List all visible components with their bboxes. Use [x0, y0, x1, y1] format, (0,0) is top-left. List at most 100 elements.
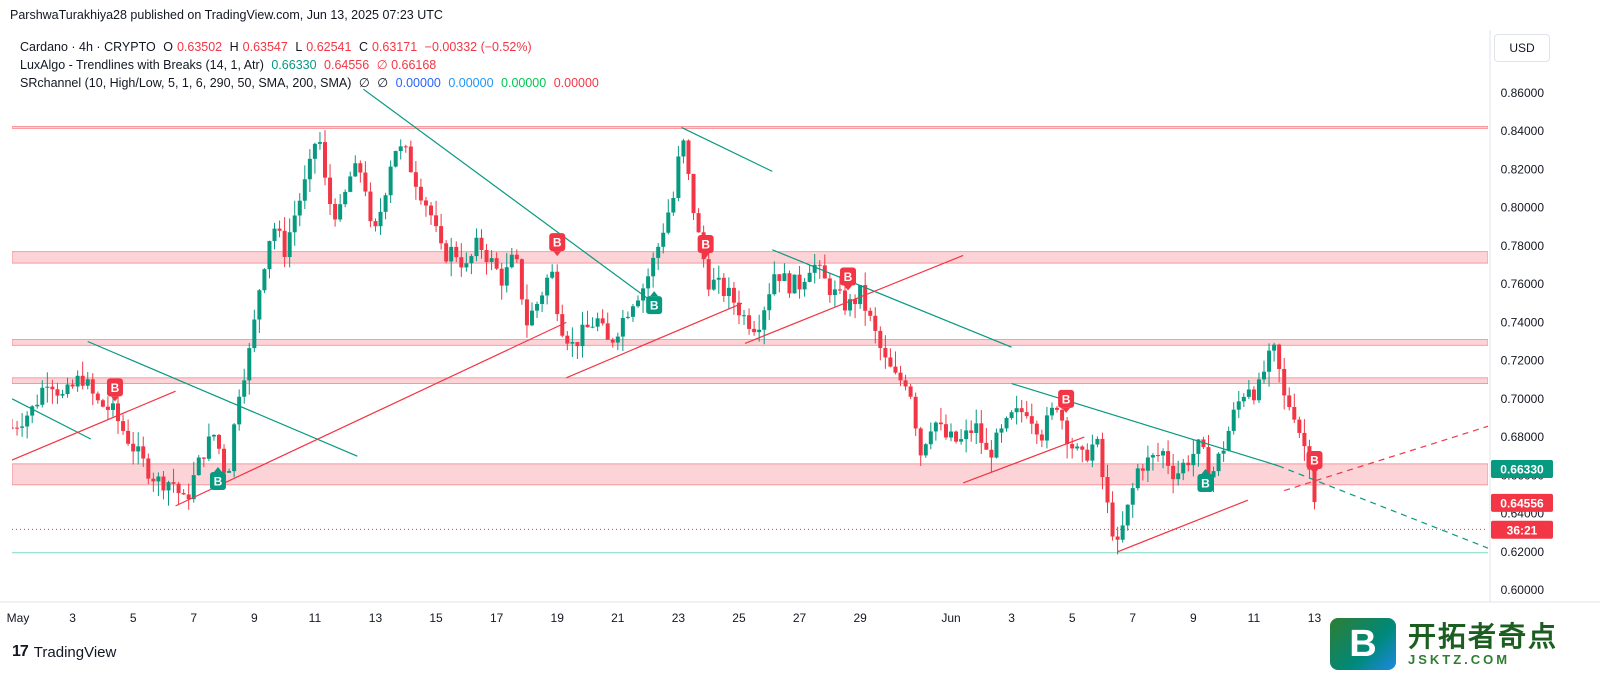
- candle-body: [40, 387, 45, 405]
- x-axis-tick-label: 3: [1008, 611, 1015, 625]
- candle-body: [186, 494, 191, 500]
- close-value: 0.63171: [371, 40, 418, 54]
- candle-body: [393, 151, 398, 167]
- candle-body: [434, 215, 439, 227]
- chart-legend: Cardano · 4h · CRYPTO O 0.63502 H 0.63547 …: [20, 38, 603, 92]
- candle-body: [913, 396, 918, 429]
- candle-body: [767, 294, 772, 311]
- candle-body: [1060, 409, 1065, 421]
- candle-body: [595, 318, 600, 327]
- published-by-caption: ParshwaTurakhiya28 published on TradingV…: [10, 8, 443, 22]
- candle-body: [1095, 438, 1100, 445]
- signal-marker-badge: [549, 233, 566, 252]
- candle-body: [45, 386, 50, 388]
- symbol-name[interactable]: Cardano · 4h · CRYPTO: [20, 40, 156, 54]
- candle-body: [146, 458, 151, 479]
- candle-body: [1171, 465, 1176, 480]
- candle-body: [287, 232, 292, 258]
- low-value: 0.62541: [306, 40, 352, 54]
- signal-marker-pointer: [1201, 468, 1210, 474]
- candle-body: [232, 424, 237, 472]
- candle-body: [166, 482, 171, 491]
- trendline: [772, 249, 1012, 348]
- candle-body: [1302, 432, 1307, 447]
- candle-body: [181, 493, 186, 495]
- candle-body: [418, 186, 423, 201]
- candle-body: [55, 389, 60, 396]
- srchannel-legend-row[interactable]: SRchannel (10, High/Low, 5, 1, 6, 290, 5…: [20, 74, 603, 92]
- candle-body: [863, 285, 868, 311]
- luxalgo-indicator-name[interactable]: LuxAlgo - Trendlines with Breaks (14, 1,…: [20, 58, 264, 72]
- bearish-break-marker: B: [549, 233, 566, 257]
- candle-body: [873, 315, 878, 331]
- candle-body: [943, 424, 948, 438]
- candle-body: [292, 215, 297, 233]
- srchannel-empty-1: ∅: [358, 76, 370, 90]
- tradingview-brand[interactable]: 17 TradingView: [12, 643, 116, 661]
- candle-body: [999, 428, 1004, 433]
- watermark-domain: JSKTZ.COM: [1408, 651, 1511, 667]
- candle-body: [191, 475, 196, 500]
- currency-selector[interactable]: USD: [1494, 34, 1550, 62]
- x-axis-tick-label: 5: [1069, 611, 1076, 625]
- candle-body: [696, 213, 701, 233]
- watermark-title: 开拓者奇点: [1408, 620, 1559, 652]
- y-axis-tick-label: 0.76000: [1501, 277, 1545, 291]
- signal-marker-badge: [697, 235, 714, 254]
- x-axis-tick-label: 19: [551, 611, 565, 625]
- symbol-legend-row[interactable]: Cardano · 4h · CRYPTO O 0.63502 H 0.63547 …: [20, 38, 603, 56]
- close-label: C: [358, 40, 368, 54]
- candle-body: [267, 241, 272, 270]
- signal-marker-badge: [1306, 451, 1323, 470]
- candle-body: [1161, 451, 1166, 456]
- signal-marker-label: B: [701, 238, 710, 252]
- candle-body: [1181, 462, 1186, 474]
- candle-body: [954, 431, 959, 442]
- axis-price-tag: 0.64556: [1491, 493, 1553, 512]
- candle-body: [90, 379, 95, 394]
- candle-body: [1105, 477, 1110, 503]
- candle-body: [484, 250, 489, 263]
- luxalgo-value-3: ∅ 0.66168: [376, 58, 437, 72]
- candle-body: [1044, 415, 1049, 441]
- candle-body: [75, 375, 80, 387]
- srchannel-value-4: 0.00000: [553, 76, 599, 90]
- candle-body: [1130, 488, 1135, 505]
- candle-body: [620, 317, 625, 337]
- candle-body: [408, 146, 413, 173]
- candle-body: [646, 276, 651, 289]
- candle-body: [1282, 368, 1287, 396]
- candle-body: [242, 380, 247, 397]
- candle-body: [1211, 471, 1216, 478]
- x-axis-tick-label: Jun: [941, 611, 960, 625]
- candle-body: [994, 432, 999, 458]
- sr-zone: [12, 251, 1488, 264]
- candle-body: [373, 221, 378, 227]
- candle-body: [964, 430, 969, 440]
- candle-body: [1251, 389, 1256, 401]
- candle-body: [883, 347, 888, 358]
- candle-body: [1009, 412, 1014, 418]
- candle-body: [1075, 446, 1080, 449]
- candles: [12, 130, 1317, 555]
- candle-body: [1145, 457, 1150, 471]
- candle-body: [70, 384, 75, 387]
- candle-body: [252, 319, 257, 349]
- candle-body: [600, 318, 605, 324]
- candle-body: [312, 143, 317, 159]
- candle-body: [141, 446, 146, 459]
- candle-body: [343, 191, 348, 205]
- x-axis-tick-label: 23: [672, 611, 686, 625]
- luxalgo-legend-row[interactable]: LuxAlgo - Trendlines with Breaks (14, 1,…: [20, 56, 603, 74]
- candle-body: [121, 421, 126, 431]
- candle-body: [1216, 453, 1221, 472]
- candle-body: [504, 267, 509, 286]
- sr-zone: [12, 463, 1488, 486]
- bullish-break-marker: B: [209, 467, 226, 491]
- candle-body: [479, 237, 484, 251]
- candle-body: [570, 342, 575, 344]
- candle-body: [969, 430, 974, 433]
- srchannel-indicator-name[interactable]: SRchannel (10, High/Low, 5, 1, 6, 290, 5…: [20, 76, 352, 90]
- candle-body: [474, 237, 479, 257]
